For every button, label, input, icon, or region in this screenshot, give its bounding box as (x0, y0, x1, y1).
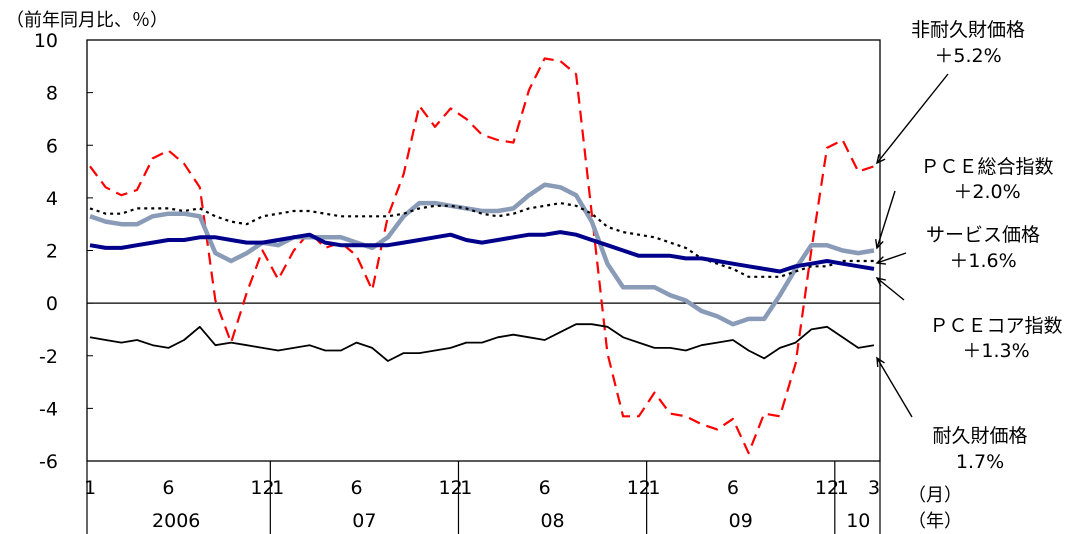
x-tick-label: 6 (539, 477, 551, 499)
x-year-label: 07 (352, 510, 376, 532)
leader-line-durable (876, 357, 913, 418)
leader-arrow-pce_total (875, 238, 884, 250)
series-layer (89, 57, 875, 455)
x-tick-label: 1 (460, 477, 472, 499)
series-label-nondurable: 非耐久財価格 (911, 19, 1025, 41)
leader-arrow-nondurable (875, 154, 886, 165)
series-value-pce_core: ＋1.3% (962, 340, 1029, 362)
x-year-label: 10 (846, 510, 870, 532)
series-line-services (89, 202, 874, 278)
x-year-label: 08 (540, 510, 564, 532)
y-tick-label: 8 (46, 83, 58, 105)
x-tick-label: 12 (815, 477, 839, 499)
series-label-durable: 耐久財価格 (932, 425, 1027, 447)
y-tick-label: 0 (46, 293, 58, 315)
x-tick-label: 12 (627, 477, 651, 499)
y-tick-label: 2 (46, 241, 58, 263)
x-tick-label: 1 (837, 477, 849, 499)
y-tick-label: -4 (39, 398, 58, 420)
x-tick-label: 12 (439, 477, 463, 499)
leader-line-services (876, 252, 907, 264)
x-tick-label: 1 (648, 477, 660, 499)
series-line-pce_core (89, 230, 875, 274)
leader-line-pce_core (876, 277, 905, 301)
leader-arrow-services (875, 256, 887, 265)
series-value-pce_total: ＋2.0% (953, 181, 1020, 203)
series-label-pce_total: ＰＣＥ総合指数 (920, 156, 1053, 178)
x-tick-label: 6 (727, 477, 739, 499)
x-tick-label: 12 (250, 477, 274, 499)
x-tick-label: 1 (84, 477, 96, 499)
x-axis-unit-year: （年） (908, 511, 962, 532)
leader-arrow-pce_core (875, 276, 886, 287)
x-year-label: 2006 (152, 510, 200, 532)
y-tick-label: 4 (46, 188, 58, 210)
series-line-nondurable (89, 57, 875, 455)
series-value-durable: 1.7% (956, 451, 1004, 473)
leader-line-nondurable (876, 73, 949, 164)
x-tick-label: 6 (162, 477, 174, 499)
x-tick-label: 1 (272, 477, 284, 499)
series-line-pce_total (89, 182, 875, 327)
y-tick-label: 6 (46, 135, 58, 157)
x-year-label: 09 (729, 510, 753, 532)
series-value-nondurable: ＋5.2% (934, 45, 1001, 67)
y-tick-label: 10 (34, 30, 58, 52)
series-label-pce_core: ＰＣＥコア指数 (929, 315, 1062, 337)
series-annotations: 非耐久財価格 ＋5.2% ＰＣＥ総合指数 ＋2.0% サービス価格 ＋1.6% ＰＣＥコア指… (875, 19, 1063, 473)
plot-frame (86, 39, 881, 462)
y-axis-unit: （前年同月比、％） (6, 10, 168, 31)
x-tick-label: 6 (351, 477, 363, 499)
series-value-services: ＋1.6% (949, 250, 1016, 272)
leader-arrow-durable (876, 356, 885, 368)
x-axis-unit-month: （月） (908, 485, 962, 506)
series-label-services: サービス価格 (926, 224, 1040, 246)
y-tick-label: -2 (39, 346, 58, 368)
x-tick-label: 3 (868, 477, 880, 499)
y-tick-label: -6 (39, 451, 58, 473)
leader-line-pce_total (876, 190, 896, 249)
series-line-durable (89, 323, 875, 362)
